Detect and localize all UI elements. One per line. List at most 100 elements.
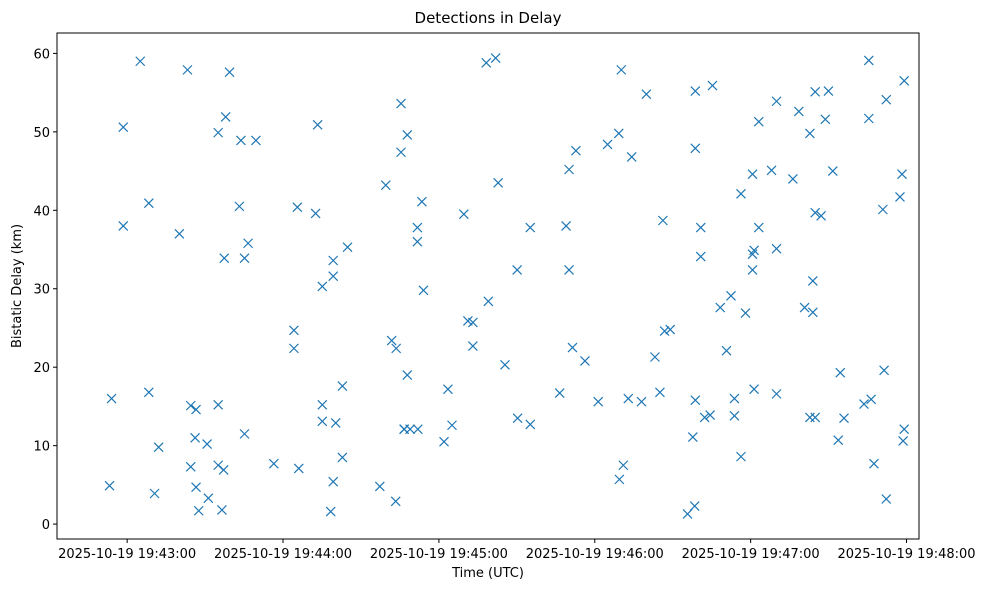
data-point (721, 345, 732, 356)
data-point (665, 324, 676, 335)
data-point (328, 271, 339, 282)
data-point (650, 352, 660, 362)
data-point (799, 302, 810, 313)
data-point (174, 228, 185, 239)
data-point (657, 215, 668, 226)
x-tick-label: 2025-10-19 19:44:00 (214, 547, 352, 562)
data-point (835, 367, 846, 378)
x-tick-label: 2025-10-19 19:43:00 (58, 547, 196, 562)
data-point (729, 410, 740, 421)
data-point (554, 388, 565, 399)
data-point (337, 452, 348, 463)
data-point (512, 264, 523, 275)
data-point (810, 86, 821, 97)
data-point (877, 204, 888, 215)
data-point (203, 493, 214, 504)
data-point (317, 281, 328, 292)
x-tick-label: 2025-10-19 19:45:00 (370, 547, 508, 562)
data-point (740, 308, 751, 318)
x-axis-label: Time (UTC) (451, 566, 524, 581)
data-point (699, 412, 710, 423)
data-point (682, 508, 693, 519)
data-point (726, 290, 736, 301)
data-point (396, 147, 406, 158)
data-point (412, 424, 423, 435)
data-point (443, 384, 453, 395)
data-point (483, 296, 494, 307)
data-point (490, 53, 501, 64)
data-point (804, 412, 815, 423)
data-point (705, 410, 716, 420)
y-tick-label: 30 (33, 283, 50, 298)
data-point (481, 57, 492, 68)
data-point (310, 208, 321, 219)
data-point (239, 428, 250, 439)
data-point (224, 67, 235, 78)
data-point (793, 106, 804, 117)
data-point (859, 399, 869, 409)
data-point (613, 128, 624, 139)
data-point (736, 451, 746, 462)
data-point (243, 238, 254, 249)
data-point (467, 341, 478, 351)
y-axis-ticks: 0 10 20 30 40 50 60 (33, 47, 57, 533)
data-point (268, 458, 279, 469)
data-point (234, 201, 245, 212)
data-point (695, 251, 706, 262)
data-point (202, 439, 213, 450)
data-point (820, 114, 831, 125)
data-point (736, 188, 746, 199)
data-point (185, 400, 196, 411)
data-point (690, 143, 701, 154)
data-point (190, 432, 201, 443)
data-point (317, 399, 328, 410)
data-point (771, 388, 782, 399)
data-point (898, 436, 909, 446)
data-point (641, 89, 652, 100)
data-point (325, 506, 336, 517)
data-point (289, 343, 299, 354)
data-point (386, 335, 397, 346)
x-tick-label: 2025-10-19 19:46:00 (526, 547, 664, 562)
data-point (899, 75, 910, 86)
data-point (213, 399, 224, 410)
data-point (412, 222, 423, 233)
data-point (193, 505, 204, 516)
y-tick-label: 0 (42, 518, 50, 533)
data-point (250, 135, 261, 146)
data-point (771, 243, 782, 254)
data-point (564, 264, 574, 275)
data-point (143, 387, 154, 398)
data-point (512, 413, 523, 424)
x-tick-label: 2025-10-19 19:48:00 (837, 547, 975, 562)
data-point (191, 404, 201, 415)
data-point (593, 396, 604, 407)
data-point (602, 139, 613, 150)
data-point (500, 359, 510, 370)
data-point (292, 202, 303, 213)
data-point (899, 424, 910, 435)
plot-frame (56, 32, 920, 540)
data-point (895, 192, 905, 202)
data-point (618, 460, 629, 471)
data-point (655, 387, 665, 398)
data-point (143, 198, 154, 209)
y-axis-label: Bistatic Delay (km) (10, 224, 25, 348)
data-point (747, 169, 758, 180)
data-point (191, 482, 201, 493)
data-point (380, 180, 391, 191)
data-point (564, 164, 574, 175)
data-point (753, 222, 764, 233)
data-point (153, 442, 164, 453)
data-point (715, 302, 726, 313)
data-point (493, 177, 504, 188)
data-point (695, 222, 706, 233)
data-point (236, 135, 246, 146)
data-point (416, 196, 427, 207)
data-point (833, 435, 844, 446)
data-point (391, 343, 402, 354)
data-point (839, 413, 849, 424)
data-point (810, 207, 821, 218)
data-point (218, 465, 229, 475)
